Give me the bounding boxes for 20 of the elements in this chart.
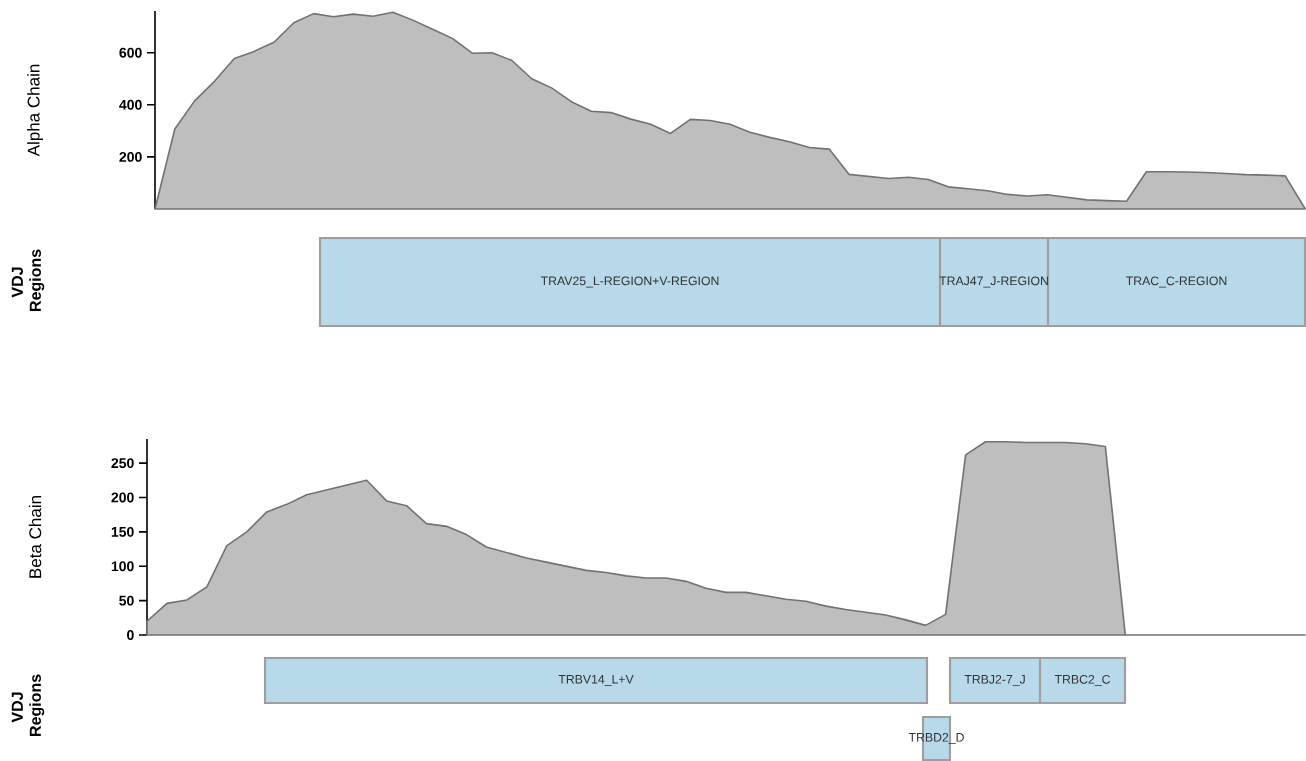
- y-tick-label: 250: [111, 458, 134, 469]
- text: TRAV25_L-REGION+V-REGION: [540, 276, 719, 288]
- y-tick-label: 100: [111, 561, 134, 572]
- y-tick-label: 50: [119, 595, 134, 606]
- text: TRAJ47_J-REGION: [939, 276, 1048, 288]
- y-tick-label: 200: [111, 492, 134, 503]
- y-axis-title: Beta Chain: [28, 496, 42, 578]
- text: TRAC_C-REGION: [1126, 276, 1227, 288]
- y-axis-title: Alpha Chain: [27, 64, 43, 157]
- y-tick-label: 600: [119, 47, 142, 58]
- y-tick-label: 150: [111, 526, 134, 537]
- y-tick-label: 0: [127, 630, 134, 640]
- text: VDJ Regions: [11, 249, 45, 311]
- text: VDJ Regions: [11, 674, 45, 736]
- text: TRBC2_C: [1054, 675, 1110, 687]
- y-tick-label: 200: [119, 151, 142, 162]
- text: TRBD2_D: [908, 733, 964, 745]
- text: TRBV14_L+V: [558, 675, 634, 686]
- y-tick-label: 400: [119, 99, 142, 110]
- text: TRBJ2-7_J: [964, 675, 1025, 687]
